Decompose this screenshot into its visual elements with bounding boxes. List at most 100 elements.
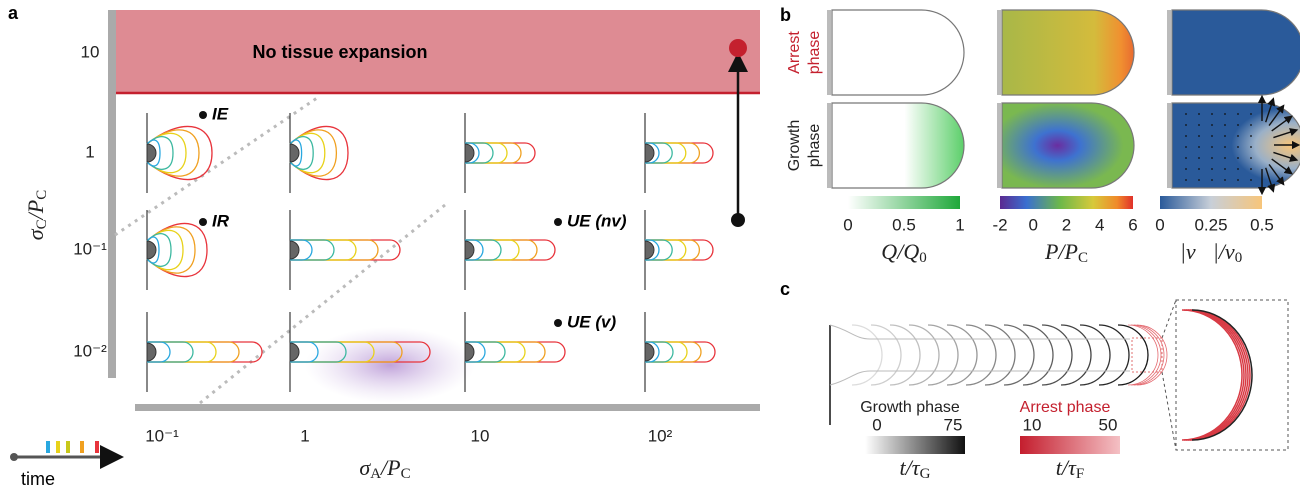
zoom-line [1162,300,1176,338]
colorbar-tick: 6 [1128,215,1137,234]
front-zoom [1186,310,1246,440]
y-tick-label: 1 [85,142,94,161]
colorbar [848,196,960,209]
contour [147,126,212,179]
row-label: phase [806,124,823,168]
field [832,10,964,95]
colorbar [865,436,965,454]
contour [147,342,216,362]
field [832,103,964,188]
seed [645,144,654,162]
annotation: IR [212,211,230,230]
front [947,325,977,385]
math-label: |v⃗|/v0 [1180,239,1242,266]
y-tick-label: 10⁻² [73,341,107,360]
y-axis [108,10,116,378]
front [928,325,958,385]
front [1080,325,1110,385]
contour [645,240,713,260]
row-label: Growth [786,120,803,172]
math-part: 0 [1235,250,1243,266]
contour [465,240,555,260]
contour [645,143,713,163]
colorbar-tick: 50 [1099,415,1118,434]
legend-title: Arrest phase [1020,399,1111,416]
colorbar-tick: 0 [1155,215,1164,234]
seed [645,241,654,259]
region-label: No tissue expansion [252,42,427,62]
front [871,325,901,385]
front [1004,325,1034,385]
colorbar-tick: 0.5 [892,215,916,234]
contour [147,342,262,362]
front [1042,325,1072,385]
math-part: Q [881,239,897,264]
legend-title: Growth phase [860,399,960,416]
colorbar-tick: 4 [1095,215,1104,234]
y-tick-label: 10 [81,42,100,61]
panel-label: b [780,5,791,25]
contour [465,342,565,362]
front [1118,325,1148,385]
x-tick-label: 10² [648,426,673,445]
time-tick [95,441,99,453]
math-label: σC/PC [23,190,50,240]
annotation: UE (v) [567,312,616,331]
math-part: |v⃗| [1180,239,1219,264]
front [966,325,996,385]
bullet [554,218,562,226]
colorbar-tick: 0.5 [1250,215,1274,234]
colorbar [1020,436,1120,454]
x-tick-label: 10 [471,426,490,445]
x-tick-label: 10⁻¹ [145,426,179,445]
wall [997,103,1001,188]
colorbar [1000,196,1133,209]
zoom-line [1162,372,1176,450]
front-zoom [1188,310,1248,440]
math-part: P [1064,239,1078,264]
x-axis [135,404,760,411]
math-label: P/PC [1044,239,1088,266]
field [1002,103,1134,188]
row-label: phase [806,31,823,75]
seed [465,241,474,259]
colorbar-tick: 75 [944,415,963,434]
front [1128,325,1158,385]
zoom-source [1132,338,1162,372]
tube [830,325,1130,385]
math-part: P [1044,239,1058,264]
math-label: t/τG [900,455,931,482]
wall [827,103,831,188]
colorbar-tick: 0 [1029,215,1038,234]
seed [465,144,474,162]
bullet [554,319,562,327]
colorbar-tick: 2 [1062,215,1071,234]
x-tick-label: 1 [300,426,309,445]
math-part: P [23,200,48,214]
figure: a No tissue expansion time 10110⁻¹10⁻²10… [0,0,1300,491]
seed [147,343,156,361]
wall [1167,10,1171,95]
front-zoom [1190,310,1250,440]
dot [731,213,745,227]
seed [290,144,299,162]
highlight [305,327,475,403]
front [1131,325,1161,385]
math-part: Q [903,239,919,264]
math-part: v [1225,239,1235,264]
colorbar-tick: -2 [992,215,1007,234]
seed [290,241,299,259]
bullet [199,111,207,119]
math-part: A [370,466,381,482]
colorbar-tick: 0 [843,215,852,234]
math-part: C [401,466,411,482]
dot [729,39,747,57]
bullet [199,218,207,226]
time-tick [56,441,60,453]
annotation: UE (nv) [567,211,627,230]
field [1172,10,1300,95]
front [1023,325,1053,385]
math-part: C [34,190,50,200]
annotation: IE [212,104,229,123]
